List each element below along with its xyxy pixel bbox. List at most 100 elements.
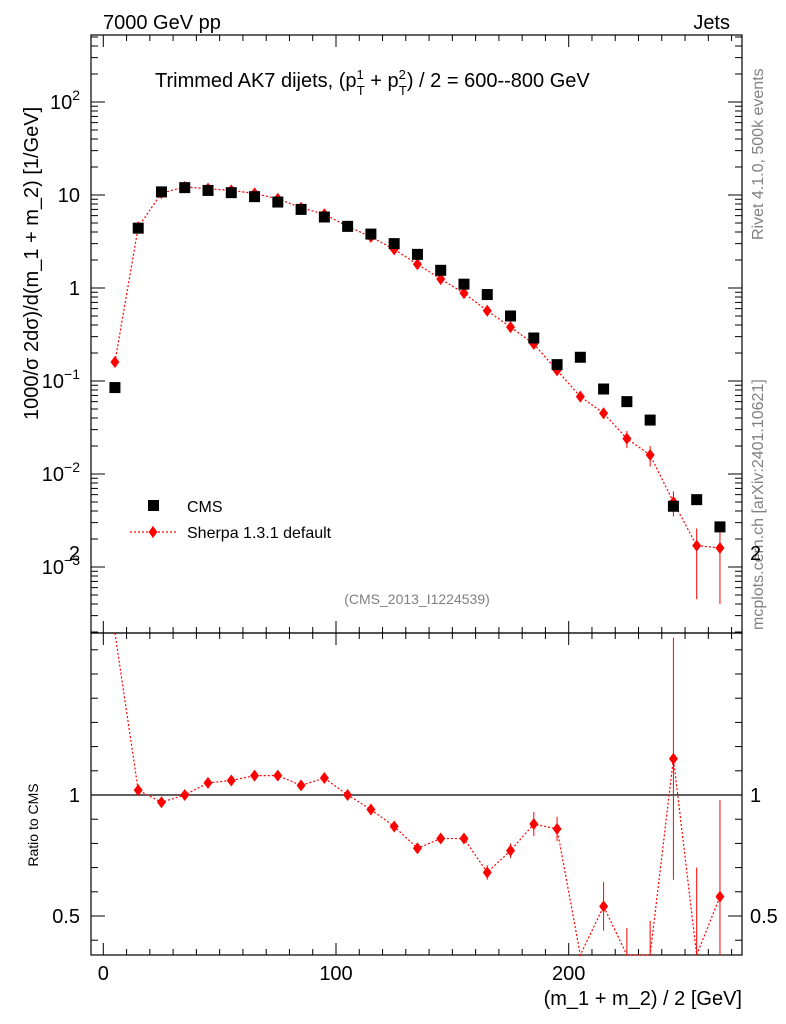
cms-point bbox=[342, 220, 354, 232]
legend-sherpa-label: Sherpa 1.3.1 default bbox=[187, 525, 332, 542]
ratio-sherpa-point bbox=[133, 784, 143, 797]
plot-title: Trimmed AK7 dijets, (p1 T + p2 T) / 2 = 60… bbox=[155, 67, 590, 98]
legend: CMS Sherpa 1.3.1 default bbox=[130, 499, 332, 542]
cms-point bbox=[132, 222, 144, 234]
header-right-label: Jets bbox=[693, 12, 730, 34]
ratio-sherpa-point bbox=[343, 789, 353, 801]
cms-point bbox=[598, 383, 610, 395]
analysis-id-label: (CMS_2013_I1224539) bbox=[344, 591, 490, 607]
ratio-sherpa-point bbox=[459, 832, 469, 845]
main-y-tick-label: 10−2 bbox=[42, 459, 80, 486]
cms-point bbox=[528, 332, 540, 344]
rivet-version-label: Rivet 4.1.0, 500k events bbox=[750, 68, 767, 240]
x-tick-label: 200 bbox=[552, 963, 585, 985]
cms-point bbox=[109, 382, 121, 394]
title-mid: + p bbox=[365, 70, 399, 92]
title-sup-2: 2 bbox=[399, 67, 406, 82]
sherpa-point bbox=[482, 304, 492, 317]
ratio-y-tick-label: 2 bbox=[69, 543, 80, 565]
cms-point bbox=[249, 191, 261, 203]
ratio-y-tick-label-right: 1 bbox=[750, 785, 761, 807]
cms-point bbox=[435, 264, 447, 276]
ratio-sherpa-point bbox=[296, 779, 306, 792]
cms-point bbox=[621, 396, 633, 408]
main-cms-series bbox=[109, 182, 726, 533]
main-plot-frame bbox=[90, 34, 743, 634]
header-left-label: 7000 GeV pp bbox=[103, 12, 221, 34]
ratio-sherpa-point bbox=[389, 820, 399, 833]
sherpa-line bbox=[114, 186, 721, 549]
main-y-tick-label: 10−3 bbox=[42, 552, 80, 579]
cms-point bbox=[202, 184, 214, 196]
ratio-sherpa-point bbox=[366, 803, 376, 816]
ratio-sherpa-point bbox=[180, 789, 190, 801]
title-sub-2: T bbox=[399, 83, 407, 98]
ratio-sherpa-point bbox=[715, 890, 725, 903]
cms-point bbox=[318, 211, 330, 223]
cms-point bbox=[365, 228, 377, 240]
sherpa-point bbox=[692, 539, 702, 552]
legend-sherpa-marker bbox=[148, 526, 158, 538]
ratio-sherpa-point bbox=[552, 822, 562, 835]
sherpa-point bbox=[622, 432, 632, 445]
sherpa-point bbox=[506, 321, 516, 334]
title-sub-1: T bbox=[357, 83, 365, 98]
x-axis-label: (m_1 + m_2) / 2 [GeV] bbox=[544, 988, 742, 1010]
ratio-sherpa-point bbox=[319, 772, 329, 785]
main-y-axis-label: 1000/σ 2dσ)/d(m_1 + m_2) [1/GeV] bbox=[21, 107, 43, 420]
ratio-sherpa-point bbox=[156, 796, 166, 809]
ratio-sherpa-point bbox=[529, 818, 539, 831]
title-sup-1: 1 bbox=[357, 67, 364, 82]
legend-cms-label: CMS bbox=[187, 499, 223, 516]
sherpa-point bbox=[412, 258, 422, 271]
mcplots-source-label: mcplots.cern.ch [arXiv:2401.10621] bbox=[750, 379, 767, 630]
ratio-y-tick-label: 1 bbox=[69, 785, 80, 807]
cms-point bbox=[574, 351, 586, 363]
main-y-tick-label: 102 bbox=[50, 87, 80, 114]
main-y-tick-label: 10 bbox=[58, 185, 80, 207]
main-axes: 10−3 10−2 10−1 1 10 102 bbox=[42, 35, 742, 633]
ratio-sherpa-point bbox=[250, 769, 260, 782]
ratio-y-tick-label: 0.5 bbox=[52, 906, 80, 928]
cms-point bbox=[411, 248, 423, 260]
ratio-plot-frame bbox=[90, 632, 743, 956]
cms-point bbox=[458, 278, 470, 290]
cms-point bbox=[551, 359, 563, 371]
cms-point bbox=[667, 500, 679, 512]
ratio-y-tick-label-right: 0.5 bbox=[750, 906, 778, 928]
x-tick-label: 100 bbox=[319, 963, 352, 985]
ratio-sherpa-point bbox=[436, 832, 446, 845]
cms-point bbox=[225, 187, 237, 199]
ratio-sherpa-point bbox=[203, 776, 213, 789]
cms-point bbox=[691, 494, 703, 506]
main-y-tick-label: 10−1 bbox=[42, 366, 80, 393]
cms-point bbox=[272, 196, 284, 208]
title-prefix: Trimmed AK7 dijets, (p bbox=[155, 70, 357, 92]
sherpa-point bbox=[575, 390, 585, 403]
ratio-y-tick-label-right: 2 bbox=[750, 543, 761, 565]
ratio-sherpa-point bbox=[482, 866, 492, 879]
cms-point bbox=[644, 414, 656, 426]
sherpa-point bbox=[599, 407, 609, 420]
sherpa-point bbox=[715, 542, 725, 555]
sherpa-point bbox=[459, 287, 469, 300]
ratio-sherpa-point bbox=[506, 844, 516, 857]
sherpa-point bbox=[436, 272, 446, 285]
ratio-axes: 0 100 200 0.5 0.5 1 1 2 2 bbox=[52, 543, 778, 985]
ratio-sherpa-point bbox=[412, 842, 422, 855]
ratio-y-axis-label: Ratio to CMS bbox=[25, 783, 41, 866]
cms-point bbox=[179, 182, 191, 194]
ratio-sherpa-point bbox=[226, 774, 236, 787]
cms-point bbox=[388, 238, 400, 250]
ratio-sherpa-point bbox=[273, 769, 283, 782]
ratio-sherpa-point bbox=[668, 752, 678, 765]
cms-point bbox=[714, 521, 726, 533]
ratio-sherpa-line bbox=[114, 632, 721, 957]
sherpa-point bbox=[110, 356, 120, 369]
cms-point bbox=[505, 310, 517, 322]
legend-cms-marker bbox=[148, 500, 159, 511]
x-tick-label: 0 bbox=[98, 963, 109, 985]
cms-point bbox=[295, 203, 307, 215]
main-y-tick-label: 1 bbox=[69, 278, 80, 300]
